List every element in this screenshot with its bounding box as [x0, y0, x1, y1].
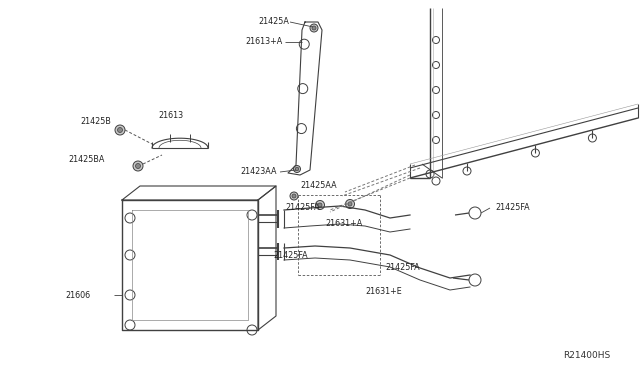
- Circle shape: [292, 194, 296, 198]
- Circle shape: [310, 24, 318, 32]
- Circle shape: [295, 167, 299, 171]
- Text: 21425AA: 21425AA: [300, 180, 337, 189]
- Text: 21425FA: 21425FA: [495, 203, 530, 212]
- Text: 21613+A: 21613+A: [245, 38, 282, 46]
- Circle shape: [290, 192, 298, 200]
- Text: R21400HS: R21400HS: [563, 351, 610, 360]
- Circle shape: [136, 164, 141, 169]
- Text: 21425BA: 21425BA: [68, 155, 104, 164]
- Circle shape: [346, 199, 355, 208]
- Text: 21631+E: 21631+E: [365, 288, 402, 296]
- Text: 21606: 21606: [65, 291, 90, 299]
- Text: 21613: 21613: [158, 112, 183, 121]
- Circle shape: [115, 125, 125, 135]
- Text: 21425B: 21425B: [80, 118, 111, 126]
- Circle shape: [348, 202, 352, 206]
- Circle shape: [133, 161, 143, 171]
- Circle shape: [316, 201, 324, 209]
- Circle shape: [118, 128, 122, 132]
- Text: 21425A: 21425A: [258, 17, 289, 26]
- Text: 21425FA: 21425FA: [385, 263, 420, 273]
- Text: 21423AA: 21423AA: [240, 167, 276, 176]
- Text: 21425FA: 21425FA: [273, 251, 308, 260]
- Circle shape: [318, 203, 322, 207]
- Text: 21425FA: 21425FA: [285, 203, 319, 212]
- Circle shape: [312, 26, 316, 30]
- Circle shape: [294, 166, 301, 173]
- Text: 21631+A: 21631+A: [325, 218, 362, 228]
